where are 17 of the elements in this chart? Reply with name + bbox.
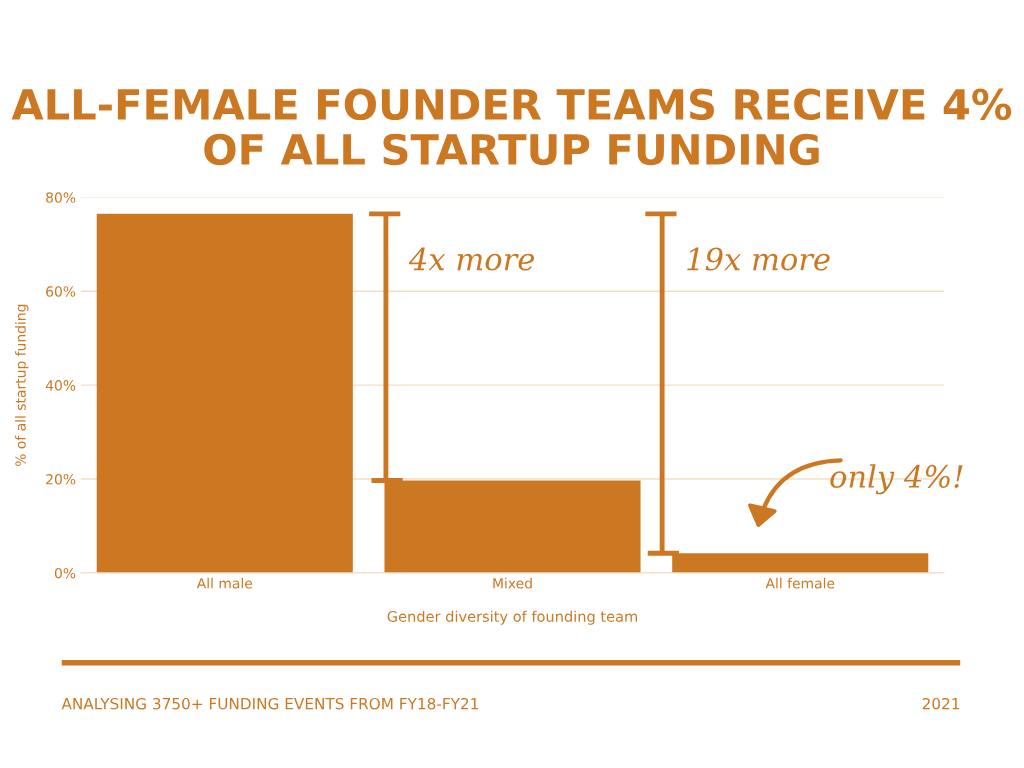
x-tick-label: All female bbox=[765, 577, 835, 589]
text: 2021 bbox=[922, 697, 960, 710]
x-tick-label: Mixed bbox=[493, 577, 532, 589]
annotation: 19x more bbox=[687, 247, 830, 271]
y-tick-label: 80% bbox=[46, 192, 76, 203]
text: ANALYSING 3750+ FUNDING EVENTS FROM FY18-FY21 bbox=[61, 697, 479, 710]
y-axis-title: % of all startup funding bbox=[15, 304, 29, 466]
annotation: only 4%! bbox=[830, 464, 963, 495]
bar bbox=[96, 213, 353, 573]
y-tick-label: 60% bbox=[46, 286, 76, 297]
y-tick-label: 40% bbox=[45, 380, 76, 391]
x-tick-label: All male bbox=[196, 577, 253, 589]
chart-title: ALL-FEMALE FOUNDER TEAMS RECEIVE 4% OF ALL STARTUP FUNDING bbox=[11, 88, 1012, 166]
annotation: 4x more bbox=[408, 247, 534, 271]
x-axis-title: Gender diversity of founding team bbox=[387, 610, 637, 625]
y-tick-label: 0% bbox=[54, 567, 76, 579]
y-tick-label: 20% bbox=[46, 474, 76, 485]
